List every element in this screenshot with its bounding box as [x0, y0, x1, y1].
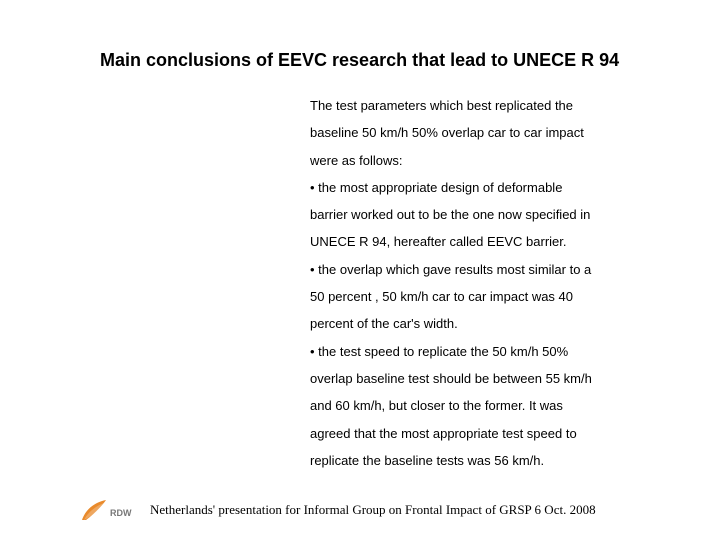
footer-text: Netherlands' presentation for Informal G…: [150, 502, 596, 518]
body-line: 50 percent , 50 km/h car to car impact w…: [310, 283, 650, 310]
body-line: barrier worked out to be the one now spe…: [310, 201, 650, 228]
body-line: and 60 km/h, but closer to the former. I…: [310, 392, 650, 419]
body-line: The test parameters which best replicate…: [310, 92, 650, 119]
body-line: replicate the baseline tests was 56 km/h…: [310, 447, 650, 474]
body-line: UNECE R 94, hereafter called EEVC barrie…: [310, 228, 650, 255]
body-line: baseline 50 km/h 50% overlap car to car …: [310, 119, 650, 146]
body-line: overlap baseline test should be between …: [310, 365, 650, 392]
body-line: • the test speed to replicate the 50 km/…: [310, 338, 650, 365]
rdw-logo: RDW: [80, 498, 138, 524]
body-text: The test parameters which best replicate…: [310, 92, 650, 474]
slide: Main conclusions of EEVC research that l…: [0, 0, 720, 540]
logo-text: RDW: [110, 508, 132, 518]
body-line: were as follows:: [310, 147, 650, 174]
body-line: • the most appropriate design of deforma…: [310, 174, 650, 201]
body-line: • the overlap which gave results most si…: [310, 256, 650, 283]
feather-icon: [82, 500, 106, 520]
slide-title: Main conclusions of EEVC research that l…: [100, 50, 660, 71]
body-line: percent of the car's width.: [310, 310, 650, 337]
body-line: agreed that the most appropriate test sp…: [310, 420, 650, 447]
